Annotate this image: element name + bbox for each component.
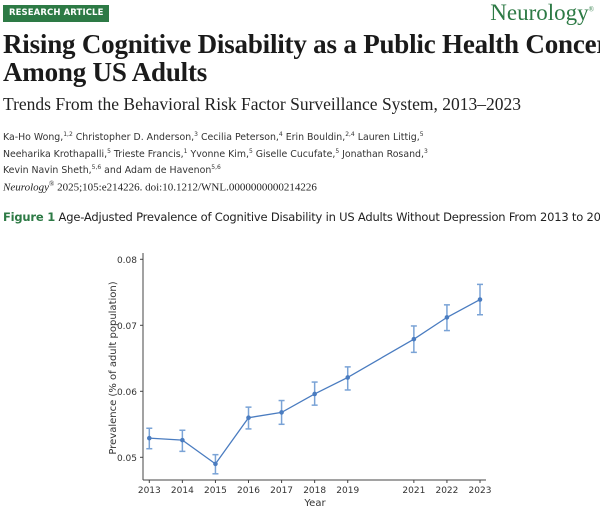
data-point [147,435,152,441]
author-affiliation: 5 [419,130,424,138]
citation: Neurology® 2025;105:e214226. doi:10.1212… [3,180,317,194]
data-point [180,437,185,443]
x-tick-label: 2019 [336,486,359,496]
author-affiliation: 5 [335,147,340,155]
x-tick-label: 2022 [435,486,458,496]
author-affiliation: 5,6 [211,163,221,171]
citation-doi: 2025;105:e214226. doi:10.1212/WNL.000000… [54,181,317,194]
citation-mark: ® [49,180,55,188]
x-tick-label: 2023 [469,486,492,496]
author-name: Trieste Francis, [110,148,184,160]
author-affiliation: 5 [107,147,111,155]
data-point [312,391,317,397]
author-line: Ka-Ho Wong,1,2 Christopher D. Anderson,3… [3,130,428,147]
author-affiliation: 5,6 [91,163,102,171]
title-line-1: Rising Cognitive Disability as a Public … [3,29,600,59]
x-axis-label: Year [303,498,326,509]
x-tick-label: 2016 [237,486,260,496]
author-name: Ka-Ho Wong, [3,132,64,143]
article-type-badge: RESEARCH ARTICLE [3,5,110,22]
registered-mark: ® [588,5,594,14]
author-affiliation: 3 [423,147,428,155]
author-name: Jonathan Rosand, [339,148,424,160]
author-affiliation: 5 [248,147,253,155]
title-line-2: Among US Adults [3,57,208,87]
figure-caption: Figure 1 Age-Adjusted Prevalence of Cogn… [3,210,600,224]
article-subtitle: Trends From the Behavioral Risk Factor S… [3,94,521,114]
data-point [477,297,483,302]
y-tick-label: 0.05 [117,454,137,464]
y-axis-label: Prevalence (% of adult population) [108,281,119,454]
article-title: Rising Cognitive Disability as a Public … [3,30,600,86]
y-tick-label: 0.06 [117,388,137,398]
y-tick-label: 0.07 [117,322,137,332]
figure-caption-text: Age-Adjusted Prevalence of Cognitive Dis… [55,210,600,224]
author-name: Yvonne Kim, [187,148,249,160]
author-line: Kevin Navin Sheth,5,6 and Adam de Haveno… [3,163,428,180]
author-name: Lauren Littig, [354,132,420,143]
x-tick-label: 2018 [303,486,326,496]
author-list: Ka-Ho Wong,1,2 Christopher D. Anderson,3… [3,130,428,180]
x-tick-label: 2013 [138,486,161,496]
author-affiliation: 2,4 [345,130,355,138]
journal-logo-text: Neurology [490,0,589,25]
author-name: and Adam de Havenon [101,165,212,176]
citation-journal: Neurology [3,181,50,194]
author-affiliation: 1,2 [63,130,73,138]
journal-logo: Neurology® [490,0,594,26]
y-tick-label: 0.08 [117,256,137,266]
author-affiliation: 4 [278,130,283,138]
author-name: Kevin Navin Sheth, [3,165,92,176]
x-tick-label: 2021 [402,486,425,496]
data-point [279,410,284,415]
author-affiliation: 1 [183,147,188,155]
author-name: Cecilia Peterson, [197,132,279,143]
author-line: Neeharika Krothapalli,5 Trieste Francis,… [3,147,428,164]
author-name: Erin Bouldin, [282,132,346,143]
x-tick-label: 2017 [270,486,293,496]
author-affiliation: 3 [194,130,198,138]
data-point [213,461,218,467]
author-name: Giselle Cucufate, [252,148,336,160]
series-line [149,298,481,465]
data-point [345,375,351,380]
data-point [444,315,450,320]
author-name: Christopher D. Anderson, [72,132,195,143]
data-point [411,336,417,342]
author-name: Neeharika Krothapalli, [3,148,108,160]
x-tick-label: 2014 [171,486,194,496]
x-tick-label: 2015 [204,486,227,496]
data-point [246,415,251,421]
figure-label: Figure 1 [3,210,56,224]
